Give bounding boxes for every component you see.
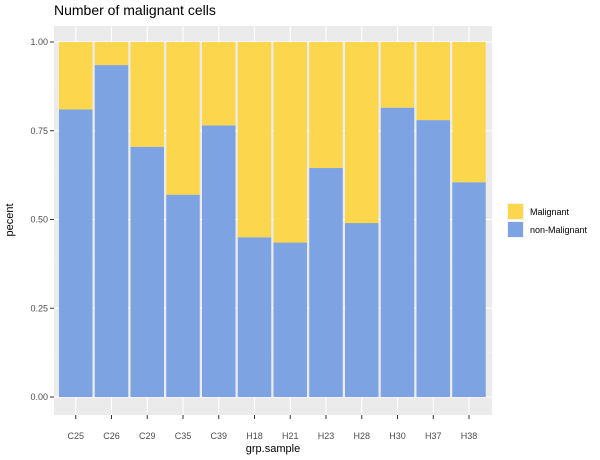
bar-non-malignant-c35 [166,194,200,397]
bar-malignant-c26 [94,42,129,66]
x-axis: C25 C26 C29 C35 C39 H18 H21 H23 H28 H30 H37 H38 [67,415,477,441]
y-axis: 0.00 0.25 0.50 0.75 1.00 [30,37,54,402]
bar-non-malignant-c29 [130,146,164,397]
bar-malignant-c35 [166,42,200,195]
y-tick-label: 1.00 [30,37,48,47]
x-axis-title: grp.sample [246,443,300,455]
x-tick-label: H21 [282,431,299,441]
x-tick-label: H38 [461,431,478,441]
bar-malignant-c39 [202,42,236,126]
x-tick-label: H30 [389,431,406,441]
x-tick-label: H18 [246,431,263,441]
x-tick-label: H23 [318,431,335,441]
bar-non-malignant-h30 [380,107,415,398]
bars [59,42,486,398]
bar-non-malignant-c39 [202,125,236,398]
bar-malignant-h38 [452,42,486,183]
y-tick-label: 0.75 [30,126,48,136]
x-tick-label: C29 [139,431,156,441]
y-tick-label: 0.00 [30,392,48,402]
bar-non-malignant-h28 [345,223,379,397]
bar-malignant-h37 [416,42,450,121]
y-tick-label: 0.50 [30,215,48,225]
x-tick-label: H28 [353,431,370,441]
x-tick-label: C25 [67,431,84,441]
bar-malignant-h23 [309,42,343,169]
bar-malignant-h18 [237,42,272,238]
x-tick-label: H37 [425,431,442,441]
bar-malignant-h21 [273,42,307,243]
bar-non-malignant-h18 [237,237,272,397]
bar-malignant-c25 [59,42,93,110]
bar-malignant-h28 [345,42,379,224]
y-tick-label: 0.25 [30,303,48,313]
bar-non-malignant-c25 [59,109,93,397]
bar-non-malignant-h38 [452,182,486,397]
legend-swatch-non-malignant [508,222,523,237]
bar-malignant-h30 [380,42,415,108]
chart-title: Number of malignant cells [54,2,216,18]
bar-non-malignant-c26 [94,65,129,397]
x-tick-label: C35 [175,431,192,441]
bar-non-malignant-h23 [309,168,343,397]
legend: Malignant non-Malignant [507,203,588,238]
bar-malignant-c29 [130,42,164,147]
bar-non-malignant-h37 [416,120,450,397]
legend-label-malignant: Malignant [530,207,570,217]
x-tick-label: C26 [103,431,120,441]
x-tick-label: C39 [210,431,227,441]
legend-swatch-malignant [508,204,523,219]
legend-label-non-malignant: non-Malignant [530,225,588,235]
bar-non-malignant-h21 [273,242,307,397]
y-axis-title: pecent [4,203,16,236]
